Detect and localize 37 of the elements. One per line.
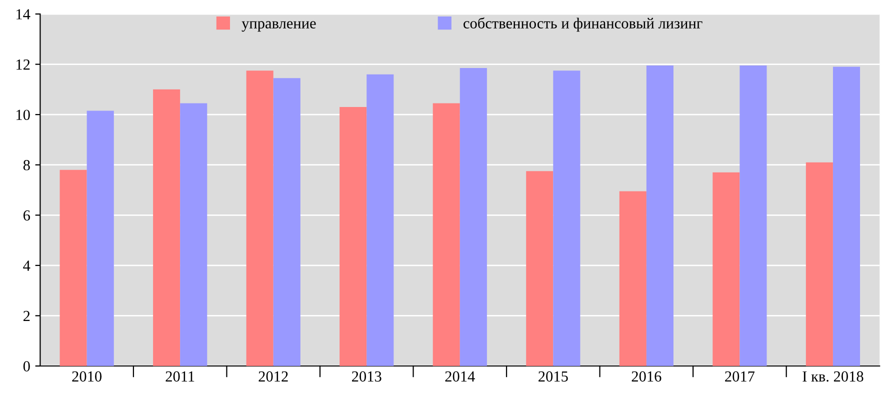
bar [619,191,646,366]
y-tick-label: 6 [23,210,30,221]
y-tick-label: 10 [16,110,30,120]
x-tick-label: 2013 [352,371,382,382]
x-tick-label: 2014 [445,371,475,382]
x-tick-label: 2017 [725,371,755,382]
x-tick-label: 2010 [72,371,102,382]
y-tick-label: 4 [23,260,30,271]
bar [460,68,487,366]
x-tick-label: 2016 [632,371,662,382]
bar [526,171,554,366]
bar [740,66,767,366]
legend-label: собственность и финансовый лизинг [464,17,702,32]
y-tick-label: 2 [23,310,30,322]
x-tick-label: I кв. 2018 [802,371,864,382]
x-tick-label: 2011 [166,371,194,382]
bar [273,78,300,366]
bar [86,110,114,366]
bar [646,66,674,366]
bar [340,107,367,366]
bar [432,103,460,366]
bar [60,170,87,366]
bar [153,89,180,366]
x-tick-label: 2012 [258,371,288,382]
bar [553,70,580,366]
legend-label: управление [242,21,316,32]
x-tick-label: 2015 [538,371,568,382]
bar [246,70,274,366]
bar [806,162,833,366]
y-tick-label: 14 [16,9,30,20]
y-tick-label: 12 [16,59,30,70]
y-tick-label: 0 [23,361,30,372]
bar [712,172,740,366]
bar [180,103,208,366]
y-tick-label: 8 [23,160,30,170]
bar [832,66,860,366]
bar [366,74,394,366]
